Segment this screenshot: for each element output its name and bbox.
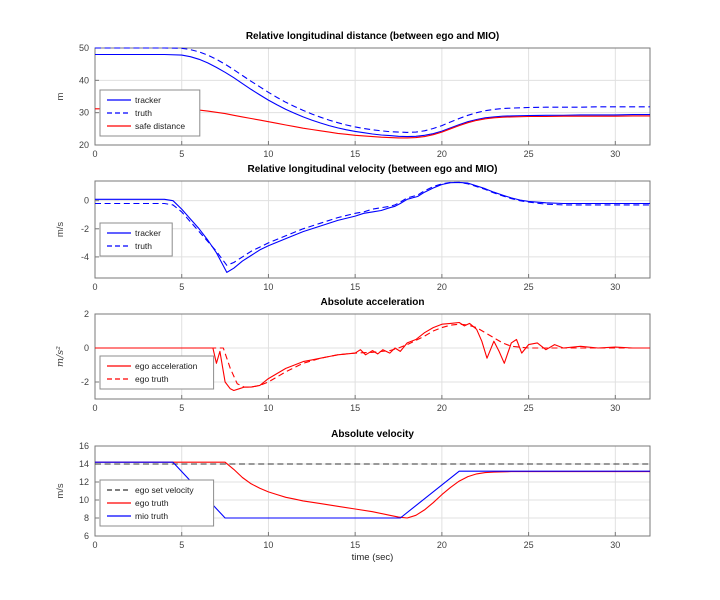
x-tick-label: 0: [92, 149, 97, 159]
legend-entry-label: ego truth: [135, 498, 169, 508]
x-tick-label: 10: [263, 540, 273, 550]
x-tick-label: 10: [263, 403, 273, 413]
x-tick-label: 30: [610, 540, 620, 550]
y-tick-label: 10: [79, 495, 89, 505]
x-tick-label: 30: [610, 149, 620, 159]
chart-1-series-tracker: [95, 53, 650, 138]
chart-1-series-truth: [95, 47, 650, 133]
legend-entry-label: safe distance: [135, 121, 185, 131]
chart-1-plot: 0 5 10 15 20 25 30 20 30 40 50 m tracker truth safe di…: [55, 43, 651, 159]
chart-1-legend: tracker truth safe distance: [99, 89, 201, 137]
x-tick-label: 20: [437, 149, 447, 159]
y-tick-label: 0: [84, 196, 89, 206]
chart-2-plot: 0 5 10 15 20 25 30 -4 -2 0 m/s tracker truth: [55, 180, 651, 292]
legend-entry-label: ego acceleration: [135, 361, 198, 371]
chart-1-series-safe-distance: [95, 108, 650, 139]
axes-box: [94, 313, 651, 400]
x-tick-label: 0: [92, 403, 97, 413]
x-tick-label: 5: [179, 540, 184, 550]
x-tick-label: 20: [437, 403, 447, 413]
chart-3-title: Absolute acceleration: [320, 297, 425, 308]
x-tick-label: 0: [92, 282, 97, 292]
x-tick-label: 25: [524, 149, 534, 159]
axes-box: [94, 180, 651, 279]
chart-2-plot-area: [95, 181, 650, 278]
chart-4-y-label: m/s: [55, 483, 66, 499]
x-tick-label: 30: [610, 282, 620, 292]
y-tick-label: 8: [84, 513, 89, 523]
x-tick-label: 5: [179, 403, 184, 413]
x-tick-label: 20: [437, 282, 447, 292]
y-tick-label: 0: [84, 343, 89, 353]
x-tick-label: 15: [350, 540, 360, 550]
x-tick-label: 20: [437, 540, 447, 550]
axes-box: [94, 445, 651, 537]
y-tick-label: -2: [81, 224, 89, 234]
x-tick-label: 15: [350, 403, 360, 413]
chart-4-series-mio-truth: [95, 461, 650, 519]
x-tick-label: 5: [179, 149, 184, 159]
chart-4-legend: ego set velocity ego truth mio truth: [99, 479, 215, 527]
x-axis-label: time (sec): [351, 552, 394, 563]
x-tick-label: 25: [524, 540, 534, 550]
chart-2-series-truth: [95, 181, 650, 266]
x-tick-label: 25: [524, 282, 534, 292]
legend-entry-label: tracker: [135, 95, 161, 105]
y-tick-label: 50: [79, 43, 89, 53]
legend-box: [99, 355, 215, 390]
y-tick-label: 6: [84, 531, 89, 541]
y-tick-label: 20: [79, 140, 89, 150]
y-tick-label: 12: [79, 477, 89, 487]
legend-entry-label: ego truth: [135, 374, 169, 384]
x-tick-label: 15: [350, 149, 360, 159]
x-tick-label: 10: [263, 282, 273, 292]
x-tick-label: 30: [610, 403, 620, 413]
y-tick-label: 40: [79, 75, 89, 85]
legend-entry-label: ego set velocity: [135, 485, 194, 495]
legend-entry-label: truth: [135, 108, 152, 118]
x-tick-label: 5: [179, 282, 184, 292]
y-tick-label: 30: [79, 108, 89, 118]
legend-box: [99, 222, 173, 257]
chart-4-plot: 0 5 10 15 20 25 30 6 8 10 12 14 16 m/s ego set velocit…: [55, 441, 651, 550]
chart-1-title: Relative longitudinal distance (between …: [245, 31, 500, 42]
chart-4-series-ego-truth: [95, 461, 650, 519]
x-tick-label: 10: [263, 149, 273, 159]
y-tick-label: -2: [81, 377, 89, 387]
chart-3-series-ego-truth: [95, 323, 650, 388]
legend-entry-label: mio truth: [135, 511, 168, 521]
chart-3-y-label: m/s²: [55, 346, 66, 367]
legend-entry-label: tracker: [135, 228, 161, 238]
chart-2-legend: tracker truth: [99, 222, 173, 257]
chart-4-title: Absolute velocity: [331, 429, 414, 440]
legend-entry-label: truth: [135, 241, 152, 251]
x-tick-label: 15: [350, 282, 360, 292]
y-tick-label: -4: [81, 252, 89, 262]
y-tick-label: 14: [79, 459, 89, 469]
chart-1-y-label: m: [55, 92, 66, 100]
chart-2-y-label: m/s: [55, 222, 66, 238]
x-tick-label: 25: [524, 403, 534, 413]
axes-box: [94, 47, 651, 146]
y-tick-label: 2: [84, 309, 89, 319]
chart-3-legend: ego acceleration ego truth: [99, 355, 215, 390]
chart-2-series-tracker: [95, 181, 650, 273]
chart-2-title: Relative longitudinal velocity (between …: [247, 164, 498, 175]
x-tick-label: 0: [92, 540, 97, 550]
y-tick-label: 16: [79, 441, 89, 451]
